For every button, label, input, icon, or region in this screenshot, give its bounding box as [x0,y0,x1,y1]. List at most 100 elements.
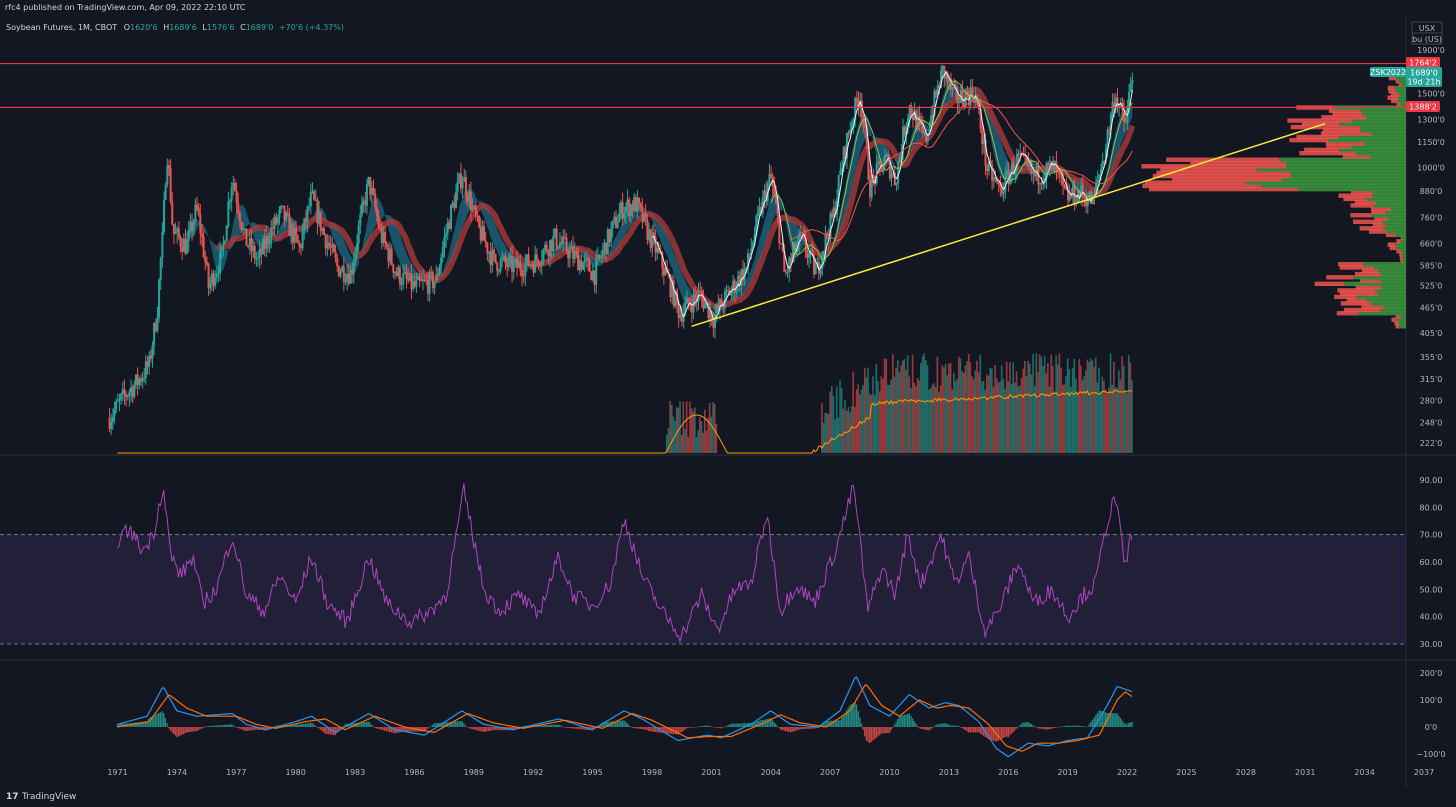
macd-hist-bar [1096,713,1099,727]
price-bar-body [364,200,367,206]
profile-buy [1381,271,1406,277]
macd-hist-bar [502,727,505,731]
macd-hist-bar [722,727,724,728]
price-bar-body [618,212,621,223]
macd-hist-bar [255,727,257,730]
macd-hist-bar [181,727,183,735]
macd-hist-bar [555,724,557,727]
macd-hist-bar [537,725,539,727]
price-bar-body [704,302,707,309]
time-tick: 2028 [1236,768,1256,777]
profile-buy [1387,229,1406,234]
price-bar-body [563,236,566,238]
price-bar-body [672,280,675,306]
price-bar-body [171,201,174,225]
price-bar-body [255,258,258,260]
price-pane[interactable] [0,62,1406,454]
price-bar-body [166,165,169,185]
price-bar-body [446,222,449,234]
price-bar-body [591,270,594,281]
price-bar-body [316,199,319,224]
price-bar-body [1118,105,1121,108]
macd-hist-bar [676,727,678,735]
volume-bar [842,408,845,453]
profile-sell [1395,79,1399,84]
volume-bar [1063,384,1066,453]
price-bar-body [623,213,626,219]
macd-hist-bar [804,727,807,730]
price-bar-body [209,282,212,289]
macd-hist-bar [806,727,808,729]
currency-label[interactable]: USX [1419,24,1436,33]
macd-hist-bar [219,725,221,727]
volume-bar [872,376,874,453]
price-bar-body [999,184,1002,188]
price-bar-body [982,139,985,145]
macd-hist-bar [854,702,856,727]
macd-hist-bar [204,727,206,728]
profile-buy [1371,131,1406,136]
price-bar-body [613,216,616,221]
volume-bar [934,387,937,453]
macd-hist-bar [337,727,340,732]
price-bar-body [514,258,517,263]
time-axis[interactable]: 1971 1974 1977 1980 1983 1986 1989 1992 1995 1998… [107,768,1434,777]
macd-hist-bar [1055,727,1057,728]
macd-hist-bar [839,720,841,727]
chart-canvas[interactable]: Soybean Futures, 1M, CBOT O1620'6 H1689'… [0,0,1456,787]
volume-bar [689,401,691,453]
price-bar-body [878,161,881,165]
profile-sell [1389,245,1397,251]
macd-pane[interactable] [116,676,1133,758]
price-bar-body [108,417,111,429]
macd-hist-bar [956,725,958,727]
price-bar-body [926,134,929,142]
price-bar-body [598,254,601,258]
tradingview-logo-icon: 17 [6,792,19,802]
macd-hist-bar [834,720,836,727]
macd-hist-bar [923,727,925,730]
price-bar-body [506,263,509,267]
macd-hist-bar [138,722,140,727]
volume-bar [944,363,947,453]
macd-hist-bar [1104,712,1107,727]
ma-fast-line [652,70,1133,321]
volume-bar [949,362,952,453]
macd-hist-bar [669,727,671,734]
price-bar-body [448,222,451,229]
price-bar-body [712,321,715,328]
macd-hist-bar [253,727,256,730]
volume-bar [933,383,935,453]
macd-hist-bar [1128,723,1130,727]
volume-bar [1081,379,1084,453]
macd-hist-bar [1108,713,1110,727]
price-bar-body [626,199,629,207]
profile-buy [1339,121,1406,127]
trend-line[interactable] [691,123,1326,328]
price-bar-body [702,297,705,309]
macd-hist-bar [911,718,914,727]
price-bar-body [1101,160,1104,169]
price-bar-body [908,105,911,119]
profile-sell [1387,85,1395,91]
price-bar-body [334,251,337,258]
macd-hist-bar [153,715,155,727]
time-tick: 1974 [167,768,187,777]
macd-hist-bar [624,721,627,727]
macd-hist-bar [1131,721,1133,727]
price-bar-body [633,197,636,211]
macd-hist-bar [296,724,299,727]
volume-bar [890,379,892,453]
price-bar-body [1057,169,1060,172]
macd-hist-bar [318,727,320,729]
macd-hist-bar [700,726,703,727]
price-bar-body [771,176,774,187]
price-bar-body [972,97,975,103]
unit-label[interactable]: bu (US) [1412,35,1442,44]
rsi-pane[interactable] [0,483,1406,645]
price-tick: 1000'0 [1417,163,1445,172]
macd-hist-bar [1033,726,1036,727]
price-axis[interactable]: 1900'01500'01300'01150'01000'0880'0760'0… [1417,46,1445,448]
